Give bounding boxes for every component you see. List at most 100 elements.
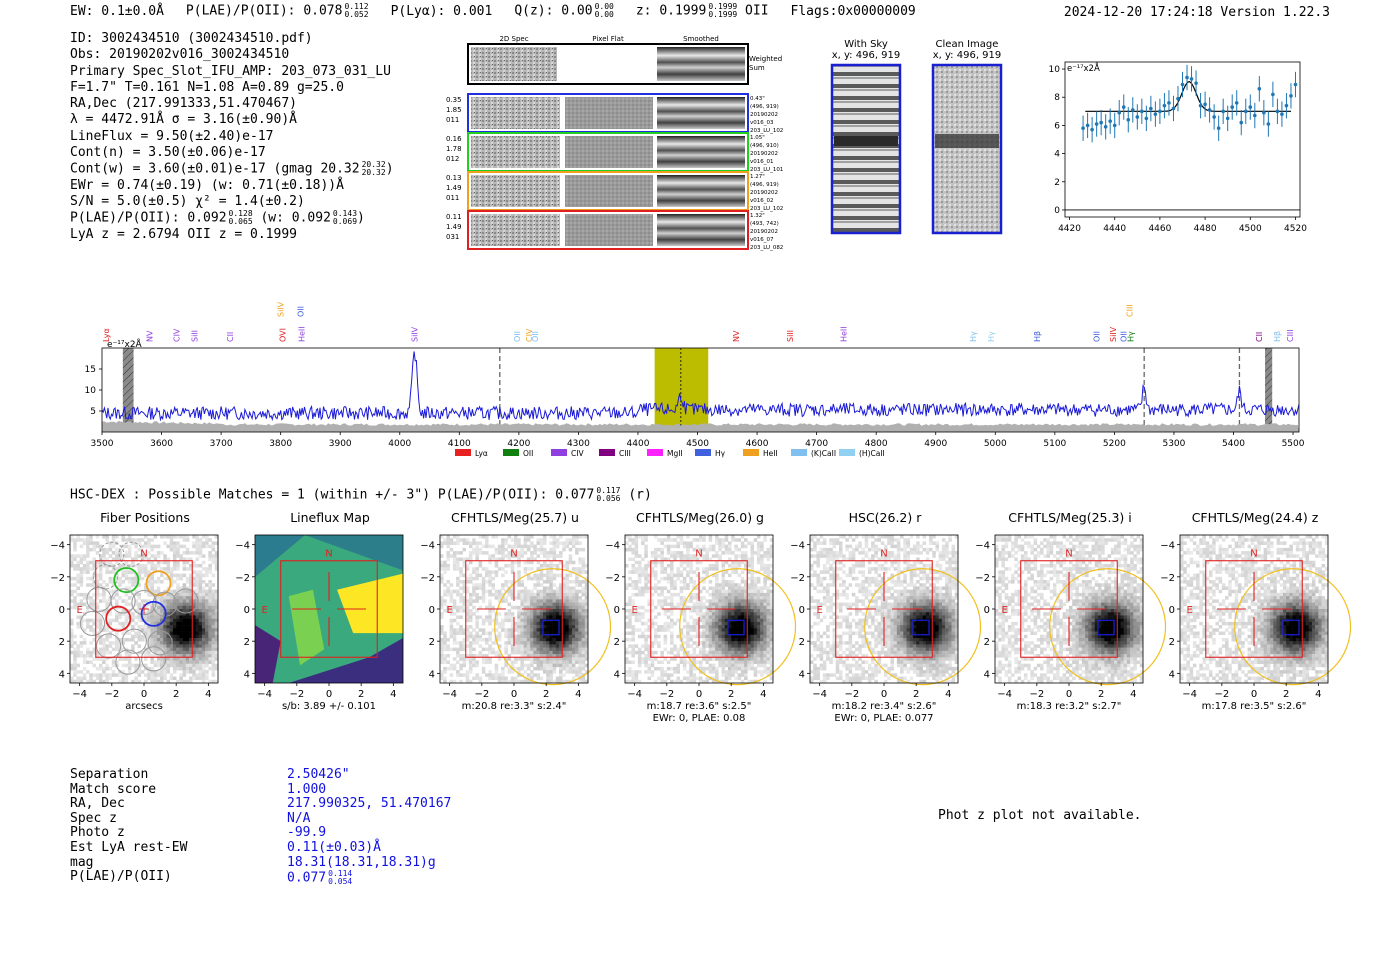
panel-pixel: [816, 666, 820, 671]
panel-pixel: [715, 657, 719, 661]
panel-pixel: [92, 560, 97, 565]
panel-pixel: [737, 663, 742, 668]
panel-pixel: [565, 602, 569, 607]
panel-pixel: [497, 551, 502, 555]
panel-pixel: [481, 551, 486, 555]
panel-pixel: [443, 541, 447, 545]
panel-pixel: [166, 637, 171, 642]
panel-pixel: [488, 660, 492, 664]
panel-pixel: [478, 535, 483, 539]
panel-pixel: [108, 634, 113, 639]
panel-pixel: [718, 547, 722, 552]
panel-pixel: [79, 554, 84, 558]
panel-pixel: [555, 628, 560, 632]
panel-pixel: [559, 599, 563, 603]
panel-pixel: [195, 676, 199, 681]
info-fit: F=1.7" T=0.161 N=1.08 A=0.89 g=25.0: [70, 79, 344, 95]
panel-pixel: [478, 573, 483, 578]
panel-pixel: [756, 599, 761, 603]
panel-pixel: [185, 660, 190, 664]
panel-pixel: [182, 650, 187, 655]
panel-pixel: [201, 541, 206, 545]
panel-pixel: [198, 605, 203, 610]
panel-pixel: [740, 609, 745, 613]
panel-pixel: [182, 666, 187, 671]
fit-data-point: [1099, 120, 1103, 125]
panel-pixel: [195, 637, 199, 642]
panel-pixel: [578, 663, 582, 668]
panel-pixel: [163, 628, 167, 632]
panel-pixel: [705, 666, 709, 671]
panel-pixel: [73, 567, 77, 571]
panel-pixel: [504, 634, 508, 639]
panel-pixel: [456, 580, 460, 584]
panel-pixel: [744, 647, 748, 652]
panel-pixel: [111, 670, 116, 674]
spectrum-xtick-label: 5500: [1282, 439, 1305, 449]
panel-pixel: [517, 563, 521, 568]
panel-pixel: [769, 576, 774, 581]
panel-pixel: [201, 612, 206, 616]
panel-pixel: [526, 576, 531, 581]
panel-pixel: [517, 647, 521, 652]
panel-pixel: [147, 592, 151, 597]
panel-pixel: [189, 663, 193, 668]
panel-pixel: [542, 631, 547, 636]
panel-pixel: [740, 560, 745, 565]
panel-pixel: [832, 573, 837, 578]
panel-pixel: [575, 612, 579, 616]
panel-pixel: [127, 670, 132, 674]
panel-pixel: [468, 657, 473, 661]
panel-pixel: [462, 673, 467, 677]
panel-pixel: [468, 573, 473, 578]
panel-pixel: [440, 544, 444, 549]
panel-pixel: [166, 586, 171, 590]
panel-pixel: [156, 637, 161, 642]
spectrum-ytick-label: 15: [85, 365, 96, 375]
panel-pixel: [715, 634, 719, 639]
panel-pixel: [182, 673, 187, 677]
panel-pixel: [478, 650, 483, 655]
panel-pixel: [208, 650, 212, 655]
panel-pixel: [475, 618, 479, 623]
panel-pixel: [150, 615, 154, 619]
panel-pixel: [176, 583, 180, 587]
panel-pixel: [539, 647, 544, 652]
panel-pixel: [750, 573, 754, 578]
fiber-circle: [113, 567, 140, 594]
panel-pixel: [144, 650, 148, 655]
panel-pixel: [523, 602, 528, 607]
panel-pixel: [552, 615, 557, 619]
panel-pixel: [108, 547, 113, 552]
panel-pixel: [829, 596, 833, 600]
cutout-row-left-label: 011: [446, 116, 459, 124]
panel-pixel: [95, 596, 100, 600]
panel-pixel: [740, 557, 745, 562]
panel-pixel: [679, 599, 684, 603]
panel-pixel: [134, 666, 138, 671]
panel-pixel: [734, 647, 738, 652]
panel-pixel: [715, 541, 719, 545]
panel-pixel: [702, 612, 706, 616]
panel-pixel: [121, 676, 125, 681]
panel-pixel: [727, 650, 732, 655]
panel-pixel: [628, 650, 632, 655]
panel-pixel: [169, 609, 174, 613]
panel-pixel: [504, 538, 508, 542]
panel-pixel: [689, 660, 693, 664]
panel-pixel: [192, 563, 196, 568]
panel-pixel: [721, 634, 726, 639]
panel-pixel: [832, 602, 837, 607]
panel-pixel: [111, 596, 116, 600]
panel-pixel: [172, 666, 177, 671]
panel-pixel: [702, 666, 706, 671]
panel-pixel: [584, 599, 589, 603]
panel-pixel: [750, 644, 754, 648]
panel-pixel: [185, 618, 190, 623]
panel-pixel: [494, 615, 499, 619]
panel-pixel: [189, 666, 193, 671]
panel-pixel: [497, 654, 502, 658]
legend-label: Lyα: [475, 449, 488, 458]
panel-pixel: [702, 618, 706, 623]
